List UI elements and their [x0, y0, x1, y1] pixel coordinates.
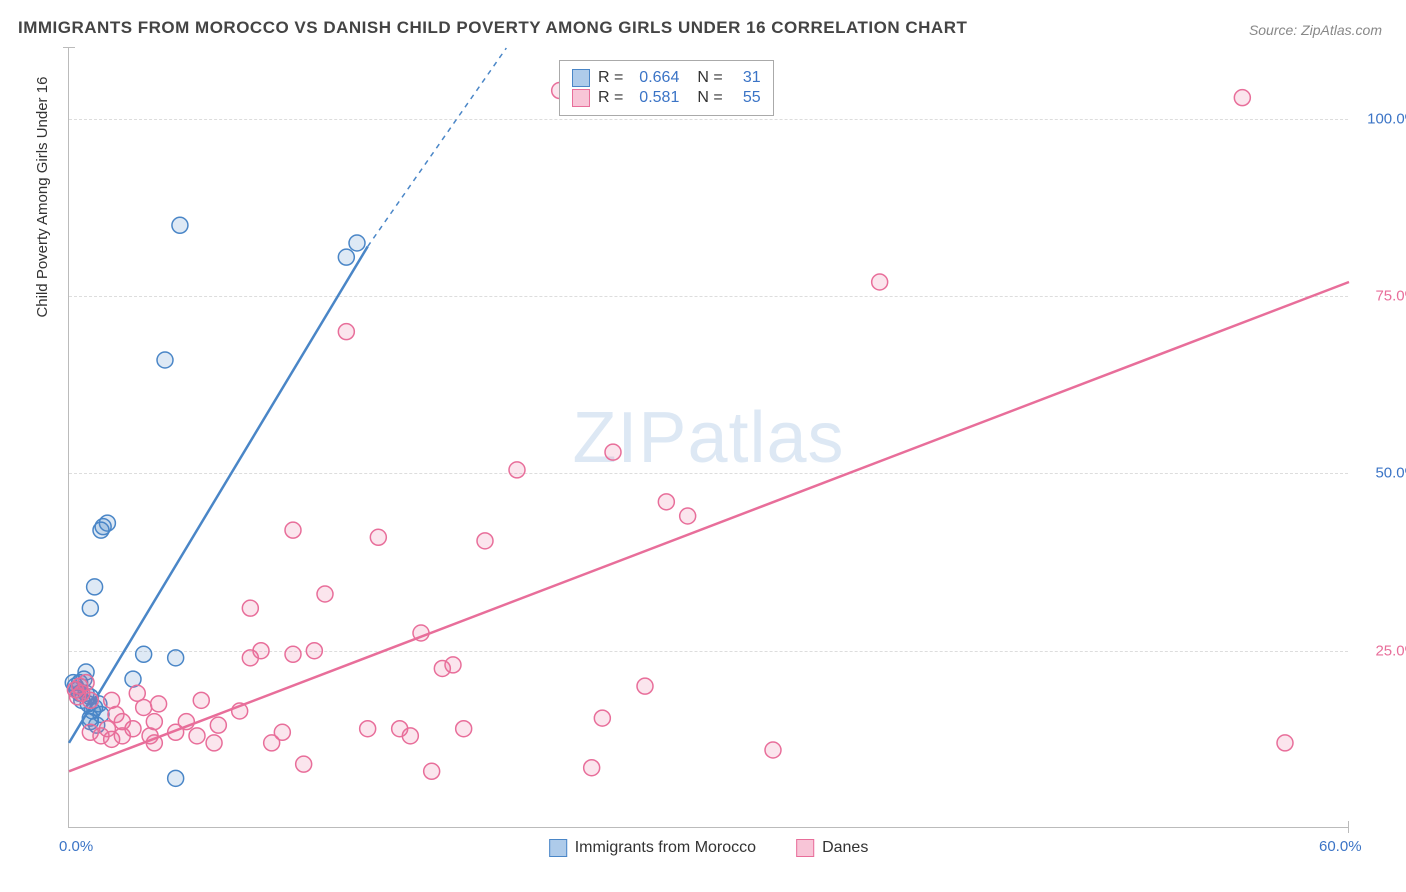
legend-item-morocco: Immigrants from Morocco [549, 839, 756, 857]
data-point [338, 249, 354, 265]
legend-n-label: N = [697, 69, 722, 87]
legend-row: R = 0.664 N = 31 [572, 69, 761, 87]
data-point [157, 352, 173, 368]
data-point [87, 579, 103, 595]
plot-area: ZIPatlas 25.0%50.0%75.0%100.0% R =0.664N… [68, 48, 1348, 828]
data-point [296, 756, 312, 772]
data-point [1277, 735, 1293, 751]
legend-swatch-icon [549, 839, 567, 857]
source-label: Source: ZipAtlas.com [1249, 22, 1382, 38]
legend-n-value: 55 [731, 89, 761, 107]
data-point [637, 678, 653, 694]
data-point [477, 533, 493, 549]
data-point [456, 721, 472, 737]
data-point [370, 529, 386, 545]
legend-r-label: R = [598, 69, 623, 87]
data-point [142, 728, 158, 744]
data-point [509, 462, 525, 478]
data-point [317, 586, 333, 602]
data-point [285, 646, 301, 662]
data-point [658, 494, 674, 510]
data-point [584, 760, 600, 776]
data-point [1234, 90, 1250, 106]
data-point [151, 696, 167, 712]
chart-title: IMMIGRANTS FROM MOROCCO VS DANISH CHILD … [18, 18, 967, 38]
data-point [413, 625, 429, 641]
legend-label: Immigrants from Morocco [575, 839, 756, 857]
legend-label: Danes [822, 839, 868, 857]
data-point [360, 721, 376, 737]
data-point [168, 650, 184, 666]
data-point [125, 721, 141, 737]
data-point [168, 770, 184, 786]
legend-swatch-icon [572, 69, 590, 87]
data-point [178, 714, 194, 730]
axis-tick [63, 47, 75, 48]
legend-row: R = 0.581 N = 55 [572, 89, 761, 107]
data-point [338, 324, 354, 340]
series-legend: Immigrants from Morocco Danes [549, 839, 869, 857]
data-point [136, 646, 152, 662]
regression-line [69, 282, 1349, 771]
y-tick-label: 50.0% [1358, 465, 1406, 482]
data-point [136, 699, 152, 715]
data-point [210, 717, 226, 733]
data-point [424, 763, 440, 779]
scatter-svg [69, 48, 1348, 827]
data-point [193, 692, 209, 708]
data-point [172, 217, 188, 233]
data-point [605, 444, 621, 460]
data-point [274, 724, 290, 740]
data-point [242, 600, 258, 616]
legend-r-value: 0.581 [631, 89, 679, 107]
legend-r-value: 0.664 [631, 69, 679, 87]
correlation-legend: R = 0.664 N = 31 R = 0.581 N = 55 [559, 60, 774, 116]
data-point [78, 675, 94, 691]
legend-r-label: R = [598, 89, 623, 107]
data-point [680, 508, 696, 524]
data-point [82, 600, 98, 616]
data-point [349, 235, 365, 251]
legend-item-danes: Danes [796, 839, 868, 857]
data-point [253, 643, 269, 659]
y-axis-title: Child Poverty Among Girls Under 16 [34, 77, 51, 318]
y-tick-label: 100.0% [1358, 110, 1406, 127]
x-tick-label: 60.0% [1319, 838, 1362, 855]
data-point [765, 742, 781, 758]
data-point [206, 735, 222, 751]
legend-swatch-icon [572, 89, 590, 107]
x-tick-label: 0.0% [59, 838, 93, 855]
y-tick-label: 75.0% [1358, 288, 1406, 305]
data-point [872, 274, 888, 290]
data-point [82, 692, 98, 708]
data-point [232, 703, 248, 719]
y-tick-label: 25.0% [1358, 642, 1406, 659]
legend-n-value: 31 [731, 69, 761, 87]
regression-line-dashed [368, 48, 507, 247]
data-point [99, 515, 115, 531]
data-point [445, 657, 461, 673]
data-point [189, 728, 205, 744]
data-point [285, 522, 301, 538]
data-point [306, 643, 322, 659]
axis-tick [1348, 821, 1349, 833]
regression-line [69, 247, 368, 743]
legend-swatch-icon [796, 839, 814, 857]
data-point [594, 710, 610, 726]
legend-n-label: N = [697, 89, 722, 107]
data-point [402, 728, 418, 744]
